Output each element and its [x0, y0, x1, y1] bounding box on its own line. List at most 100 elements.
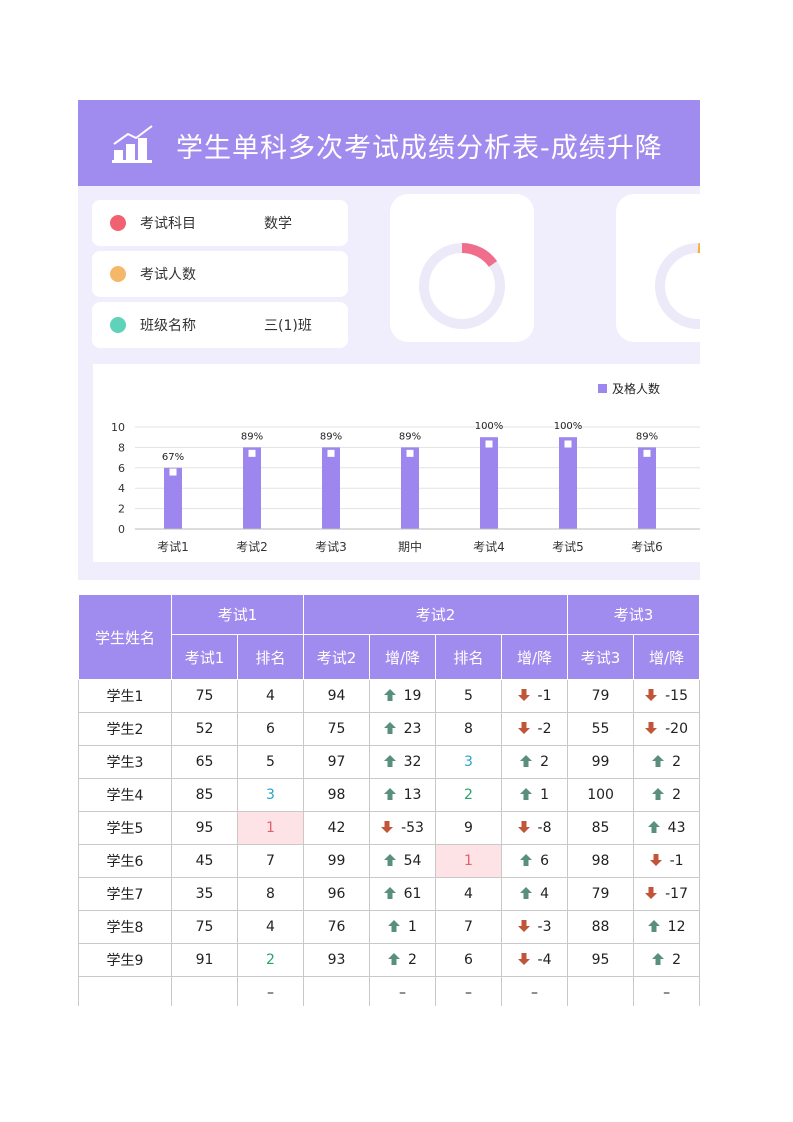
cell-text: 12	[667, 919, 686, 935]
bar	[322, 447, 340, 529]
cell-text: 43	[667, 820, 686, 836]
header-row: 学生姓名 考试1 考试2 考试3	[78, 594, 700, 680]
arrow-shape	[652, 953, 665, 965]
cell-text: -53	[401, 820, 424, 836]
cell: -8	[501, 811, 569, 845]
card	[390, 194, 534, 342]
arrow	[645, 722, 658, 734]
arrow-shape	[645, 689, 658, 701]
info-label: 考试科目	[140, 216, 196, 232]
cell: 75	[171, 910, 238, 944]
arrow-shape	[645, 722, 658, 734]
data-label: 100%	[475, 421, 504, 432]
sub-header: 增/降	[501, 634, 569, 680]
cell: –	[633, 976, 700, 1006]
arrow-shape	[517, 722, 530, 734]
y-tick-label: 2	[118, 503, 125, 516]
marker	[564, 440, 572, 448]
cell-text: 13	[403, 787, 422, 803]
cell: 8	[435, 712, 503, 746]
marker	[169, 468, 177, 476]
data-row: 学生7 35 8 96 61 4 4 79 -17	[78, 877, 700, 911]
cell: 8	[236, 877, 305, 911]
cell-text: -4	[537, 952, 552, 968]
cell: 2	[633, 943, 700, 977]
cell: 61	[369, 877, 437, 911]
header: 学生单科多次考试成绩分析表-成绩升降	[78, 100, 700, 186]
bar	[559, 437, 577, 529]
donut	[655, 243, 700, 329]
cell-text: 54	[403, 853, 422, 869]
arrow	[520, 854, 533, 866]
summary-panel: 0 2 4 6 8 10 考试1 67% 考试2 89% 考试3 89% 期中 89% 考试4 100% 考试5…	[78, 186, 700, 580]
cell: 54	[369, 844, 437, 878]
cell: -1	[633, 844, 700, 878]
arrow-shape	[517, 920, 530, 932]
cell: 学生1	[78, 679, 172, 713]
cell-text: 1	[540, 787, 549, 803]
cell: 75	[303, 712, 371, 746]
cell: 2	[435, 778, 503, 812]
arrow	[652, 755, 665, 767]
sub-header: 排名	[236, 634, 305, 680]
cell-text: 2	[408, 952, 417, 968]
cell-text: -20	[665, 721, 688, 737]
cell: -15	[633, 679, 700, 713]
cell: 4	[435, 877, 503, 911]
arrow-shape	[520, 854, 533, 866]
cell	[303, 976, 371, 1006]
cell: 79	[567, 877, 635, 911]
cell: 94	[303, 679, 371, 713]
cell: 43	[633, 811, 700, 845]
cell: 79	[567, 679, 635, 713]
arrow	[383, 722, 396, 734]
arrow-shape	[520, 788, 533, 800]
cell-text: 4	[540, 886, 549, 902]
cell: 4	[501, 877, 569, 911]
data-row: 学生1 75 4 94 19 5 -1 79 -15	[78, 679, 700, 713]
info-label: 班级名称	[140, 318, 196, 334]
score-table: 学生姓名 考试1 考试2 考试3 考试1 排名 考试2 增/降 排名 增/降 考试3 增/降 学生1 75…	[78, 594, 700, 1006]
arrow-shape	[381, 821, 394, 833]
data-label: 89%	[320, 431, 342, 442]
data-label: 67%	[162, 452, 184, 463]
x-tick-label: 考试6	[631, 539, 663, 554]
sub-header: 增/降	[633, 634, 700, 680]
cell: 学生4	[78, 778, 172, 812]
cell: -3	[501, 910, 569, 944]
cell: 98	[567, 844, 635, 878]
cell: 7	[435, 910, 503, 944]
sub-header: 增/降	[369, 634, 437, 680]
y-tick-label: 4	[118, 482, 125, 495]
arrow-shape	[383, 887, 396, 899]
cell-text: 6	[540, 853, 549, 869]
cell-text: -8	[537, 820, 552, 836]
arrow-shape	[520, 755, 533, 767]
arrow	[647, 920, 660, 932]
cell: 97	[303, 745, 371, 779]
dot	[110, 266, 126, 282]
arrow-shape	[383, 722, 396, 734]
marker	[643, 449, 651, 457]
cell: 1	[435, 844, 503, 878]
cell-text: 2	[540, 754, 549, 770]
cell-text: 61	[403, 886, 422, 902]
cell: 99	[567, 745, 635, 779]
arrow	[383, 887, 396, 899]
cell: -53	[369, 811, 437, 845]
cell: 6	[501, 844, 569, 878]
cell: 学生6	[78, 844, 172, 878]
arrow	[652, 788, 665, 800]
cell: 95	[171, 811, 238, 845]
cell: 98	[303, 778, 371, 812]
bar	[638, 447, 656, 529]
cell: 2	[501, 745, 569, 779]
arrow	[647, 821, 660, 833]
cell: -17	[633, 877, 700, 911]
cell: 95	[567, 943, 635, 977]
cell: –	[236, 976, 305, 1006]
arrow-shape	[517, 953, 530, 965]
legend-label: 及格人数	[612, 381, 660, 396]
group-header: 考试1	[170, 594, 305, 635]
cell: 100	[567, 778, 635, 812]
